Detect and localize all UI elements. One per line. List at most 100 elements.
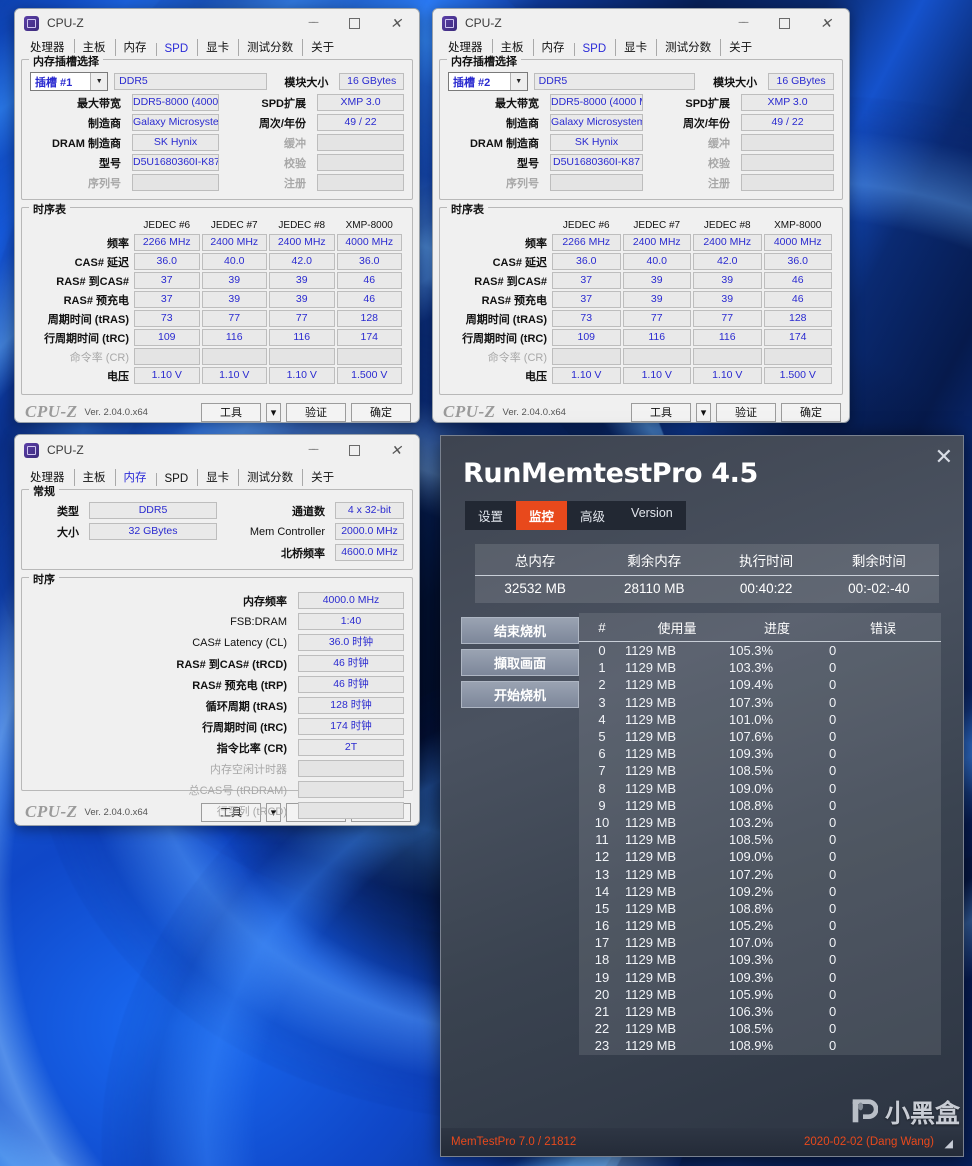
cell: 109 <box>134 329 200 346</box>
tab-bar[interactable]: 处理器 主板 内存 SPD 显卡 测试分数 关于 <box>433 37 849 57</box>
cell <box>693 348 762 365</box>
cell-errors: 0 <box>829 797 837 813</box>
cell: 116 <box>201 329 267 346</box>
serial-label: 序列号 <box>88 177 121 190</box>
trc-label: 行周期时间 (tRC) <box>202 721 287 734</box>
cell-index: 10 <box>594 814 610 830</box>
tools-dropdown-icon[interactable]: ▾ <box>266 402 281 422</box>
registered-label: 注册 <box>284 177 306 190</box>
maximize-button[interactable] <box>763 9 805 37</box>
tab-bar[interactable]: 处理器 主板 内存 SPD 显卡 测试分数 关于 <box>15 37 419 57</box>
tab-about[interactable]: 关于 <box>302 37 343 57</box>
tab-spd[interactable]: SPD <box>573 41 616 57</box>
titlebar[interactable]: CPU-Z <box>433 9 849 37</box>
cpuz-window-spd-slot1[interactable]: CPU-Z 处理器 主板 内存 SPD 显卡 测试分数 关于 内存插槽选择 插槽… <box>14 8 420 423</box>
tab-memory[interactable]: 内存 <box>114 467 156 487</box>
tab-about[interactable]: 关于 <box>720 37 761 57</box>
tab-mainboard[interactable]: 主板 <box>73 37 115 57</box>
cell <box>269 348 335 365</box>
tools-button[interactable]: 工具 <box>201 402 261 422</box>
tab-bar[interactable]: 设置 监控 高级 Version <box>465 501 686 530</box>
maximize-button[interactable] <box>333 436 375 464</box>
runmemtestpro-window[interactable]: ✕ RunMemtestPro 4.5 设置 监控 高级 Version 总内存… <box>440 435 964 1157</box>
close-button[interactable] <box>375 9 417 37</box>
cell-errors: 0 <box>829 883 837 899</box>
tab-graphics[interactable]: 显卡 <box>615 37 656 57</box>
cell-usage: 1129 MB <box>625 849 677 865</box>
tab-mainboard[interactable]: 主板 <box>73 467 115 487</box>
close-button[interactable] <box>375 436 417 464</box>
part-number-value: D5U1680360I-K87 <box>550 154 643 171</box>
maximize-button[interactable] <box>333 9 375 37</box>
tools-button[interactable]: 工具 <box>631 402 691 422</box>
tools-dropdown-icon[interactable]: ▾ <box>696 402 711 422</box>
chevron-down-icon[interactable]: ▼ <box>509 73 527 90</box>
cell: 36.0 <box>134 253 200 270</box>
tab-bar[interactable]: 处理器 主板 内存 SPD 显卡 测试分数 关于 <box>15 465 419 487</box>
tab-graphics[interactable]: 显卡 <box>197 467 238 487</box>
table-header-row: JEDEC #6 JEDEC #7 JEDEC #8 XMP-8000 <box>450 220 832 232</box>
timings-table-group: 时序表 JEDEC #6 JEDEC #7 JEDEC #8 XMP-8000 … <box>439 201 843 395</box>
tab-spd[interactable]: SPD <box>155 471 198 487</box>
chevron-down-icon[interactable]: ▼ <box>90 73 108 90</box>
minimize-button[interactable] <box>291 9 333 37</box>
resize-grip-icon[interactable] <box>941 1136 953 1150</box>
minimize-button[interactable] <box>291 436 333 464</box>
start-burnin-button[interactable]: 开始烧机 <box>461 681 579 708</box>
tab-advanced[interactable]: 高级 <box>580 510 606 524</box>
row-label: 行周期时间 (tRC) <box>44 332 129 345</box>
titlebar[interactable]: CPU-Z <box>15 435 419 465</box>
tab-spd[interactable]: SPD <box>155 41 198 57</box>
trp-label: RAS# 预充电 (tRP) <box>192 679 287 692</box>
hei-box-logo-icon <box>848 1097 879 1127</box>
registered-value <box>741 174 834 191</box>
tab-bench[interactable]: 测试分数 <box>238 467 302 487</box>
ok-button[interactable]: 确定 <box>351 402 411 422</box>
tab-settings[interactable]: 设置 <box>478 510 504 524</box>
tab-graphics[interactable]: 显卡 <box>197 37 238 57</box>
col-total-memory: 总内存 <box>475 544 596 576</box>
slot-select[interactable]: 插槽 #2 ▼ <box>448 72 528 91</box>
col-jedec7: JEDEC #7 <box>633 220 681 231</box>
tab-memory[interactable]: 内存 <box>532 37 574 57</box>
cell: 37 <box>552 272 621 289</box>
capture-screen-button[interactable]: 擷取画面 <box>461 649 579 676</box>
cell-progress: 108.9% <box>729 1038 774 1054</box>
slot-select[interactable]: 插槽 #1 ▼ <box>30 72 109 91</box>
group-legend: 时序表 <box>447 201 488 217</box>
window-footer: CPU-Z Ver. 2.04.0.x64 工具 ▾ 验证 确定 <box>15 402 419 422</box>
stop-burnin-button[interactable]: 结束烧机 <box>461 617 579 644</box>
minimize-button[interactable] <box>721 9 763 37</box>
spd-timings-table: JEDEC #6 JEDEC #7 JEDEC #8 XMP-8000 频率 2… <box>448 218 834 386</box>
tab-bench[interactable]: 测试分数 <box>238 37 302 57</box>
tab-memory[interactable]: 内存 <box>114 37 156 57</box>
tab-processor[interactable]: 处理器 <box>30 42 65 54</box>
cell <box>201 348 267 365</box>
tab-about[interactable]: 关于 <box>302 467 343 487</box>
titlebar[interactable]: CPU-Z <box>15 9 419 37</box>
cpuz-window-spd-slot2[interactable]: CPU-Z 处理器 主板 内存 SPD 显卡 测试分数 关于 内存插槽选择 插槽… <box>432 8 850 423</box>
validate-button[interactable]: 验证 <box>716 402 776 422</box>
cell: 46 <box>336 272 402 289</box>
close-button[interactable] <box>805 9 847 37</box>
tab-processor[interactable]: 处理器 <box>30 472 65 484</box>
tab-monitor[interactable]: 监控 <box>516 501 568 530</box>
close-icon[interactable]: ✕ <box>934 444 953 469</box>
table-row: 12 1129 MB 109.0% 0 <box>579 848 941 865</box>
tab-bench[interactable]: 测试分数 <box>656 37 720 57</box>
nb-frequency-value: 4600.0 MHz <box>335 544 404 561</box>
ok-button[interactable]: 确定 <box>781 402 841 422</box>
cell-index: 17 <box>594 935 610 951</box>
channels-value: 4 x 32-bit <box>335 502 404 519</box>
validate-button[interactable]: 验证 <box>286 402 346 422</box>
cell: 116 <box>269 329 335 346</box>
tab-processor[interactable]: 处理器 <box>448 42 483 54</box>
tab-mainboard[interactable]: 主板 <box>491 37 533 57</box>
manufacturer-value: Galaxy Microsystems Ltd. <box>550 114 643 131</box>
threads-table-panel: # 使用量 进度 错误 0 1129 MB 105.3% 0 1 1129 MB 103.3… <box>579 613 941 1055</box>
tab-version[interactable]: Version <box>631 506 673 520</box>
tools-button[interactable]: 工具 <box>201 802 261 822</box>
tools-dropdown-icon[interactable]: ▾ <box>266 802 281 822</box>
cpuz-window-memory[interactable]: CPU-Z 处理器 主板 内存 SPD 显卡 测试分数 关于 常规 类型 DDR… <box>14 434 420 826</box>
trc-value: 174 时钟 <box>298 718 404 735</box>
